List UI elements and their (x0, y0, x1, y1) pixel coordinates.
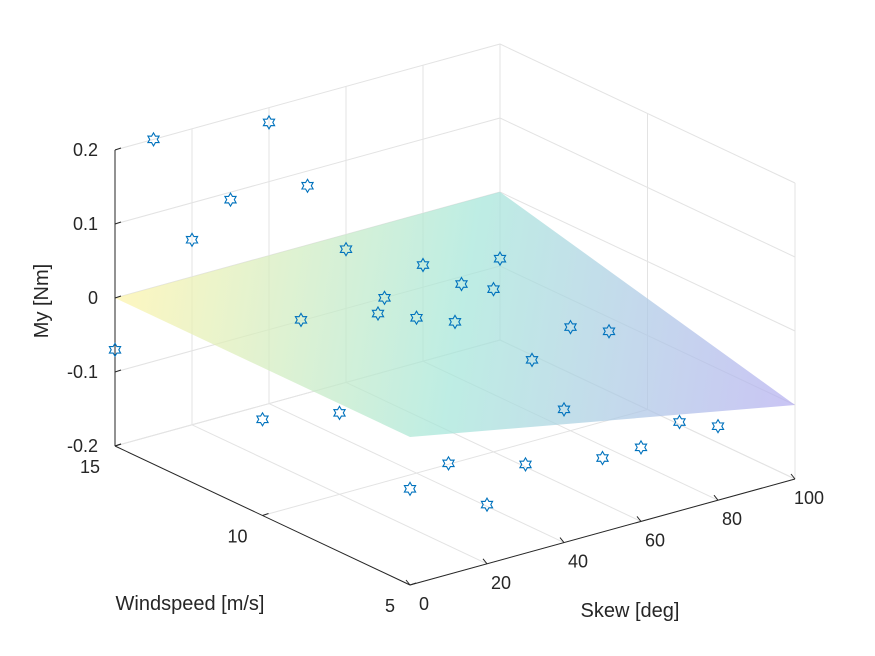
x-tick-label: 60 (645, 530, 665, 550)
floor-gridline-y (262, 409, 648, 516)
data-point (441, 455, 456, 472)
data-point (480, 496, 494, 513)
data-point (255, 411, 270, 427)
data-point (518, 456, 533, 473)
data-point (403, 481, 417, 497)
z-tick-label: 0.1 (73, 214, 98, 234)
data-point (371, 305, 385, 322)
y-tick-label: 15 (80, 457, 100, 477)
data-point (294, 312, 308, 328)
data-point (146, 131, 161, 148)
data-point (332, 405, 347, 421)
data-point (448, 314, 462, 330)
z-tick-mark (114, 443, 122, 447)
z-tick-label: -0.1 (67, 362, 98, 382)
x-tick-mark (559, 537, 565, 543)
data-point (339, 241, 353, 257)
data-point (557, 401, 571, 418)
data-point (595, 450, 610, 466)
data-point (223, 191, 238, 208)
x-axis-line (409, 478, 796, 586)
x-tick-label: 20 (491, 573, 511, 593)
x-tick-label: 80 (722, 509, 742, 529)
x-tick-mark (482, 558, 488, 565)
x-tick-mark (713, 494, 719, 501)
data-point (634, 439, 648, 456)
axes (114, 147, 796, 586)
z-tick-label: 0 (88, 288, 98, 308)
data-point (416, 257, 430, 273)
x-tick-label: 100 (794, 488, 824, 508)
data-point (454, 276, 469, 292)
x-axis-label: Skew [deg] (581, 600, 680, 622)
data-point (602, 323, 616, 339)
data-point (185, 232, 199, 248)
tick-labels: 0 20 40 60 80 100 5 10 15-0.2 -0.1 0 0.1 0.2 (67, 140, 824, 616)
z-tick-mark (114, 147, 122, 151)
x-tick-mark (790, 473, 796, 480)
axis-labels: Skew [deg] Windspeed [m/s] My [Nm] (31, 264, 679, 622)
data-point (711, 418, 725, 434)
data-point (262, 114, 276, 131)
y-tick-label: 5 (385, 596, 395, 616)
sidewall-gridline-z (499, 43, 796, 184)
z-tick-label: -0.2 (67, 436, 98, 456)
y-tick-mark (262, 513, 269, 516)
z-tick-mark (114, 221, 122, 225)
z-tick-label: 0.2 (73, 140, 98, 160)
x-tick-mark (405, 579, 411, 586)
data-point (672, 414, 687, 430)
y-tick-label: 10 (227, 527, 247, 547)
data-point (525, 352, 539, 368)
x-tick-mark (636, 516, 642, 522)
x-tick-label: 0 (419, 594, 429, 614)
z-tick-mark (114, 295, 122, 299)
x-tick-label: 40 (568, 552, 588, 572)
sidewall-gridline-z (499, 117, 796, 258)
data-point (300, 178, 315, 194)
backwall-gridline-z (114, 117, 501, 225)
sidewall-gridline-z (499, 191, 796, 332)
data-point (409, 310, 424, 326)
y-axis-label: Windspeed [m/s] (116, 593, 265, 615)
z-axis-label: My [Nm] (31, 264, 53, 338)
backwall-gridline-z (114, 43, 501, 151)
y-tick-mark (409, 582, 417, 586)
data-point (563, 319, 578, 335)
data-point (486, 281, 501, 297)
z-tick-mark (114, 369, 122, 373)
data-point (493, 250, 507, 267)
data-point (108, 342, 122, 358)
data-points (108, 114, 725, 513)
data-point (377, 290, 392, 306)
